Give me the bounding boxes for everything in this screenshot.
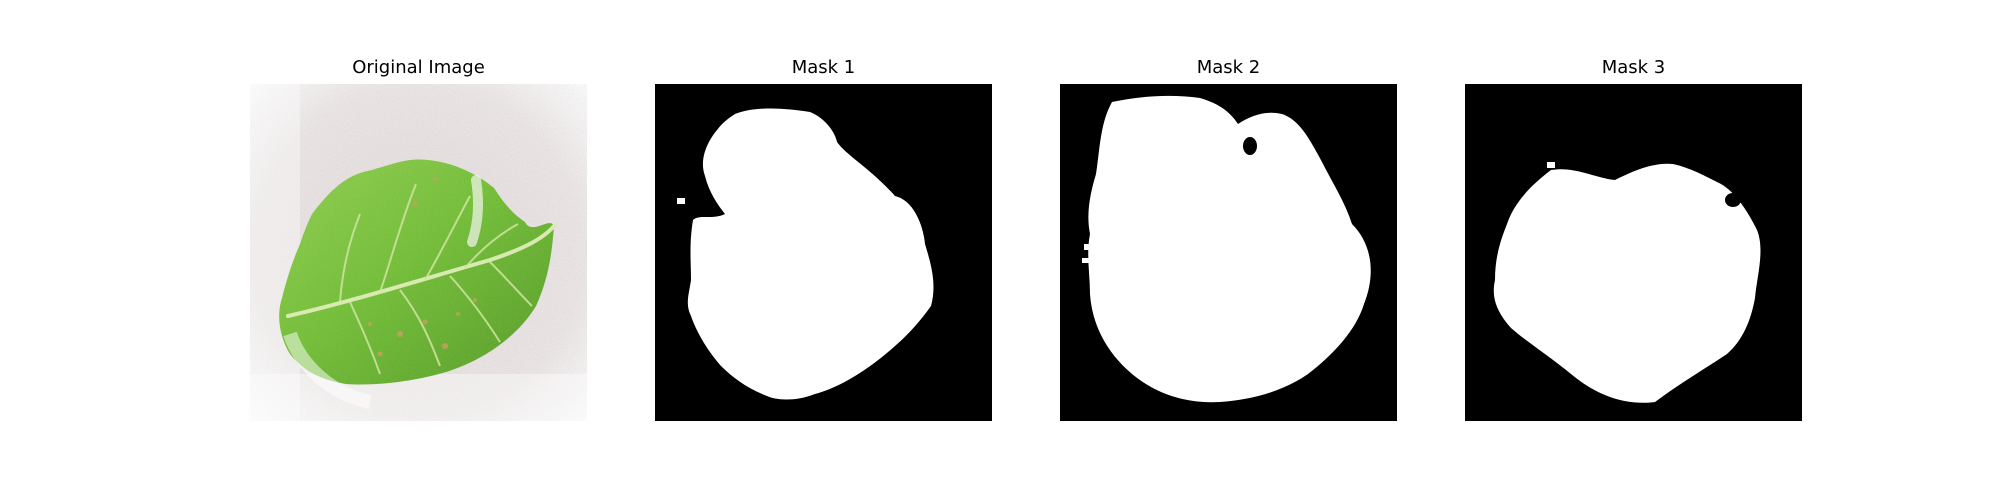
original-leaf-image [250,84,587,421]
mask-3-region [1493,163,1761,403]
mask-3-image [1465,84,1802,421]
panel-title-original: Original Image [352,57,485,78]
panel-mask-2: Mask 2 [1060,0,1397,500]
panel-title-mask-2: Mask 2 [1196,57,1261,78]
mask-2-image [1060,84,1397,421]
panel-original-image: Original Image [250,0,587,500]
mask-2-region [1088,95,1371,403]
panel-title-mask-1: Mask 1 [791,57,856,78]
mask-1-image [655,84,992,421]
leaf-midrib [286,224,556,318]
mask-1-region [687,108,934,400]
panel-mask-1: Mask 1 [655,0,992,500]
panel-title-mask-3: Mask 3 [1601,57,1666,78]
panel-mask-3: Mask 3 [1465,0,1802,500]
